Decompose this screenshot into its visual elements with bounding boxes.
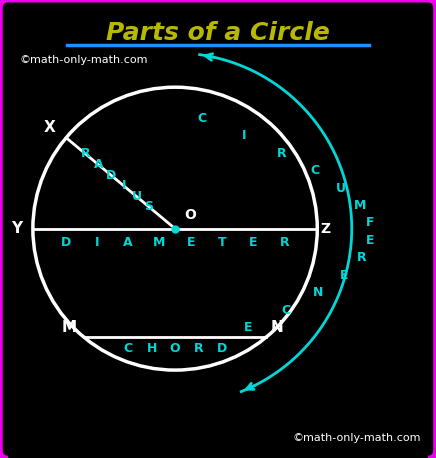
Text: E: E <box>366 234 375 247</box>
Text: M: M <box>354 199 366 212</box>
Text: S: S <box>145 201 153 213</box>
Text: X: X <box>44 120 55 136</box>
Text: E: E <box>187 236 195 249</box>
Text: A: A <box>123 236 133 249</box>
Text: R: R <box>81 147 90 160</box>
Text: Parts of a Circle: Parts of a Circle <box>106 21 330 45</box>
Text: R: R <box>280 236 290 249</box>
Text: Y: Y <box>11 221 22 236</box>
Text: M: M <box>153 236 166 249</box>
Text: E: E <box>244 321 253 334</box>
Text: O: O <box>170 342 181 355</box>
Text: T: T <box>218 236 226 249</box>
Text: A: A <box>93 158 103 171</box>
Text: N: N <box>271 320 283 335</box>
Text: ©math-only-math.com: ©math-only-math.com <box>20 55 148 65</box>
Text: F: F <box>365 217 374 229</box>
Text: D: D <box>61 236 71 249</box>
Text: E: E <box>249 236 258 249</box>
Text: O: O <box>184 208 197 222</box>
Text: C: C <box>282 304 291 317</box>
Text: D: D <box>217 342 227 355</box>
Text: R: R <box>194 342 203 355</box>
Text: ©math-only-math.com: ©math-only-math.com <box>292 433 421 443</box>
Text: U: U <box>336 182 346 195</box>
Text: C: C <box>310 164 320 177</box>
Text: Z: Z <box>321 222 331 236</box>
Text: I: I <box>122 179 126 192</box>
Text: R: R <box>357 251 366 264</box>
Text: I: I <box>242 129 246 142</box>
Text: C: C <box>198 112 207 125</box>
Text: E: E <box>340 269 348 282</box>
Text: M: M <box>62 320 77 335</box>
Text: C: C <box>124 342 133 355</box>
Text: U: U <box>131 190 141 203</box>
Text: N: N <box>313 286 324 299</box>
Text: I: I <box>95 236 99 249</box>
Text: H: H <box>146 342 157 355</box>
Text: R: R <box>277 147 287 160</box>
Text: D: D <box>106 169 116 182</box>
